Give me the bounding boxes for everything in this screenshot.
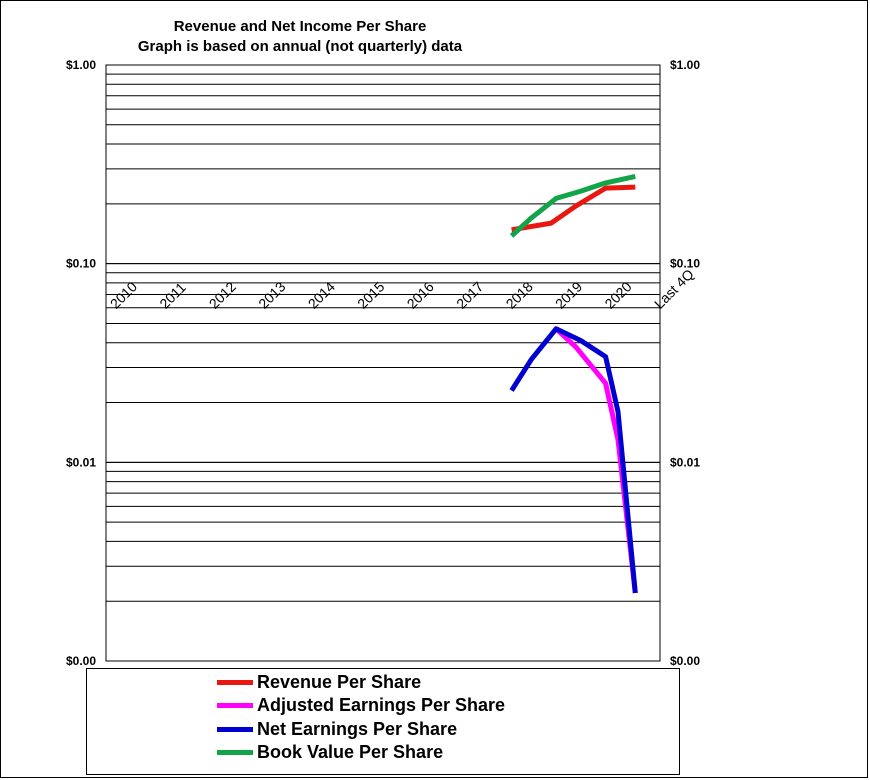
- legend-label: Book Value Per Share: [257, 742, 444, 762]
- y-tick-label-left: $1.00: [66, 58, 96, 72]
- chart-subtitle: Graph is based on annual (not quarterly)…: [137, 38, 463, 55]
- legend-swatch: [217, 750, 253, 755]
- y-tick-label-left: $0.00: [66, 654, 96, 668]
- legend-swatch: [217, 703, 253, 708]
- y-tick-label-right: $0.01: [670, 455, 700, 469]
- legend-item: Book Value Per Share: [217, 742, 443, 764]
- y-tick-label-left: $0.10: [66, 257, 96, 271]
- y-tick-label-left: $0.01: [66, 455, 96, 469]
- legend-label: Net Earnings Per Share: [257, 718, 458, 739]
- y-tick-label-right: $1.00: [670, 58, 700, 72]
- series-line: [511, 184, 636, 233]
- series-line: [509, 326, 638, 594]
- legend-swatch: [217, 726, 253, 732]
- y-tick-label-right: $0.10: [670, 257, 700, 271]
- legend-label: Adjusted Earnings Per Share: [257, 695, 506, 715]
- legend-item: Net Earnings Per Share: [217, 718, 457, 740]
- plot-area: [105, 64, 661, 662]
- x-tick-label: 2011: [156, 279, 189, 312]
- legend-item: Revenue Per Share: [217, 671, 421, 693]
- series-line: [509, 173, 636, 238]
- chart-title: Revenue and Net Income Per Share: [173, 18, 427, 35]
- legend-swatch: [217, 679, 253, 685]
- legend-label: Revenue Per Share: [257, 671, 422, 692]
- chart-legend: Revenue Per Share Adjusted Earnings Per S…: [86, 668, 680, 775]
- legend-item: Adjusted Earnings Per Share: [217, 695, 505, 717]
- y-tick-label-right: $0.00: [670, 654, 700, 668]
